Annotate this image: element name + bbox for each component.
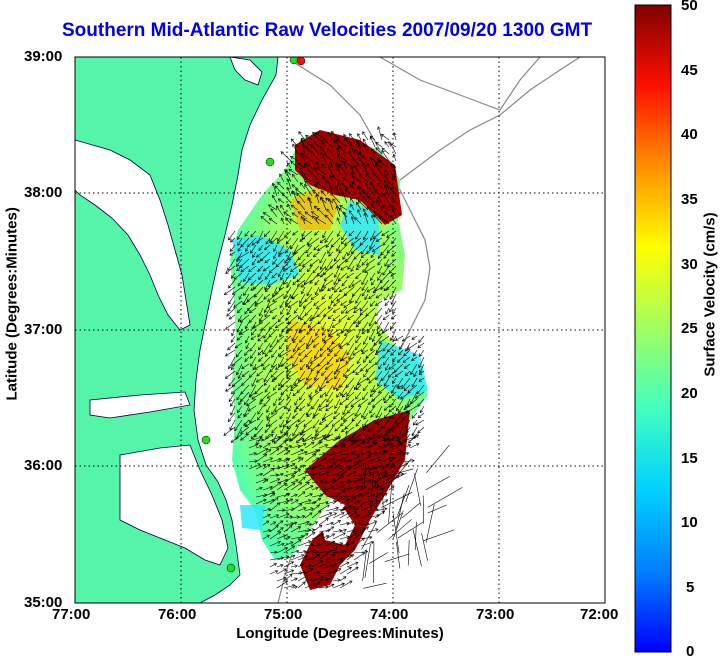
x-tick-label: 73:00 bbox=[476, 606, 514, 623]
y-axis-label: Latitude (Degrees:Minutes) bbox=[4, 221, 21, 401]
radar-station-marker bbox=[266, 158, 274, 166]
x-tick-label: 74:00 bbox=[370, 606, 408, 623]
x-tick-label: 76:00 bbox=[158, 606, 196, 623]
low-velocity-patch-4 bbox=[240, 505, 265, 530]
y-tick-label: 39:00 bbox=[24, 48, 62, 65]
y-tick-label: 37:00 bbox=[24, 321, 62, 338]
radar-station-marker bbox=[227, 564, 235, 572]
colorbar-tick-label: 30 bbox=[681, 256, 698, 273]
colorbar bbox=[635, 5, 671, 652]
x-axis-label: Longitude (Degrees:Minutes) bbox=[75, 625, 605, 642]
y-tick-label: 38:00 bbox=[24, 184, 62, 201]
y-tick-label: 36:00 bbox=[24, 457, 62, 474]
colorbar-label: Surface Velocity (cm/s) bbox=[702, 205, 719, 385]
colorbar-tick-label: 10 bbox=[681, 514, 698, 531]
radar-station-marker-red bbox=[297, 57, 305, 65]
colorbar-tick-label: 5 bbox=[686, 579, 694, 596]
colorbar-tick-label: 25 bbox=[681, 320, 698, 337]
colorbar-tick-label: 0 bbox=[686, 643, 694, 660]
x-tick-label: 75:00 bbox=[264, 606, 302, 623]
colorbar-tick-label: 50 bbox=[681, 0, 698, 14]
x-tick-label: 72:00 bbox=[580, 606, 618, 623]
colorbar-tick-label: 15 bbox=[681, 450, 698, 467]
x-tick-label: 77:00 bbox=[52, 606, 90, 623]
radar-station-marker bbox=[202, 436, 210, 444]
colorbar-tick-label: 20 bbox=[681, 385, 698, 402]
colorbar-tick-label: 35 bbox=[681, 191, 698, 208]
colorbar-tick-label: 40 bbox=[681, 126, 698, 143]
colorbar-tick-label: 45 bbox=[681, 62, 698, 79]
